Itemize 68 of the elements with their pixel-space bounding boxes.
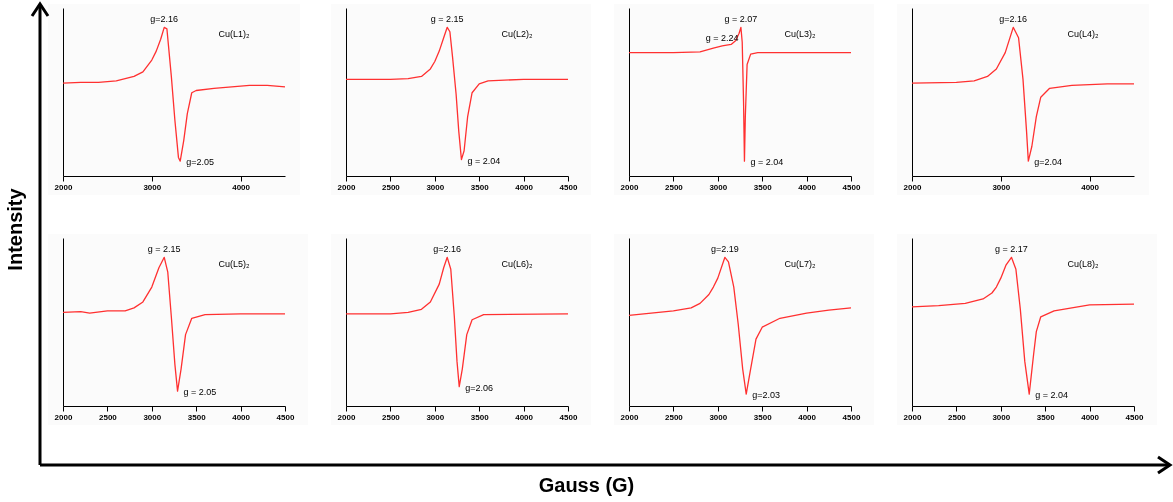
annotation: Cu(L6)₂ [501, 259, 533, 269]
x-tick-label: 3500 [470, 182, 490, 192]
x-tick-label: 2500 [99, 412, 118, 422]
x-tick-label: 4000 [1081, 182, 1100, 192]
x-tick-label: 3500 [187, 412, 207, 422]
annotation: g = 2.07 [724, 14, 758, 25]
x-tick-label: 4000 [515, 182, 534, 192]
x-tick-label: 4500 [842, 182, 861, 192]
x-tick-label: 2000 [903, 412, 922, 422]
x-tick-label: 3500 [753, 182, 773, 192]
annotation: g=2.05 [186, 157, 214, 168]
annotation: g = 2.17 [995, 244, 1028, 255]
x-tick-label: 2000 [337, 182, 356, 192]
x-tick-label: 4000 [232, 182, 251, 192]
x-tick-label: 4000 [232, 412, 251, 422]
x-tick-label: 2500 [665, 182, 684, 192]
x-tick-label: 4500 [1125, 412, 1144, 422]
x-tick-label: 3000 [426, 182, 445, 192]
annotation: Cu(L4)₂ [1067, 29, 1099, 39]
x-tick-label: 2000 [903, 182, 922, 192]
x-tick-label: 4500 [559, 182, 578, 192]
annotation: g = 2.15 [430, 14, 464, 25]
annotation: g=2.06 [465, 382, 493, 393]
text: Intensity [3, 187, 27, 273]
annotation: Cu(L5)₂ [218, 259, 250, 269]
annotation: g=2.16 [150, 14, 179, 25]
x-tick-label: 2500 [665, 412, 684, 422]
annotation: g=2.19 [711, 244, 739, 255]
x-tick-label: 3000 [992, 182, 1011, 192]
annotation: g=2.03 [752, 390, 780, 401]
x-tick-label: 3000 [709, 412, 728, 422]
x-tick-label: 2000 [54, 412, 73, 422]
annotation: Cu(L2)₂ [501, 29, 533, 39]
annotation: Cu(L7)₂ [784, 259, 816, 269]
x-tick-label: 2500 [948, 412, 967, 422]
x-tick-label: 4000 [798, 182, 817, 192]
annotation: Cu(L1)₂ [218, 29, 250, 39]
annotation: g = 2.04 [1035, 390, 1068, 401]
annotation: g=2.16 [433, 244, 462, 255]
x-tick-label: 4000 [1081, 412, 1100, 422]
x-tick-label: 3000 [992, 412, 1011, 422]
x-tick-label: 3000 [426, 412, 445, 422]
x-tick-label: 3500 [470, 412, 490, 422]
x-tick-label: 2000 [620, 412, 639, 422]
x-tick-label: 2000 [337, 412, 356, 422]
annotation: g = 2.04 [750, 157, 784, 168]
x-tick-label: 4500 [276, 412, 295, 422]
x-tick-label: 3000 [143, 182, 162, 192]
annotation: g = 2.04 [467, 155, 501, 166]
x-tick-label: 3000 [143, 412, 162, 422]
annotation: g=2.04 [1034, 157, 1063, 168]
x-tick-label: 4500 [842, 412, 861, 422]
x-tick-label: 2500 [382, 182, 401, 192]
annotation: g = 2.15 [147, 244, 181, 255]
x-tick-label: 2000 [620, 182, 639, 192]
annotation: Cu(L3)₂ [784, 29, 816, 39]
x-tick-label: 3500 [1036, 412, 1056, 422]
x-tick-label: 2000 [54, 182, 73, 192]
x-tick-label: 2500 [382, 412, 401, 422]
annotation: g=2.16 [999, 14, 1028, 25]
annotation: g = 2.05 [183, 387, 217, 398]
x-tick-label: 3000 [709, 182, 728, 192]
x-tick-label: 4000 [798, 412, 817, 422]
x-tick-label: 4500 [559, 412, 578, 422]
x-tick-label: 4000 [515, 412, 534, 422]
x-tick-label: 3500 [753, 412, 773, 422]
text: Gauss (G) [537, 474, 636, 497]
annotation: Cu(L8)₂ [1067, 259, 1099, 269]
